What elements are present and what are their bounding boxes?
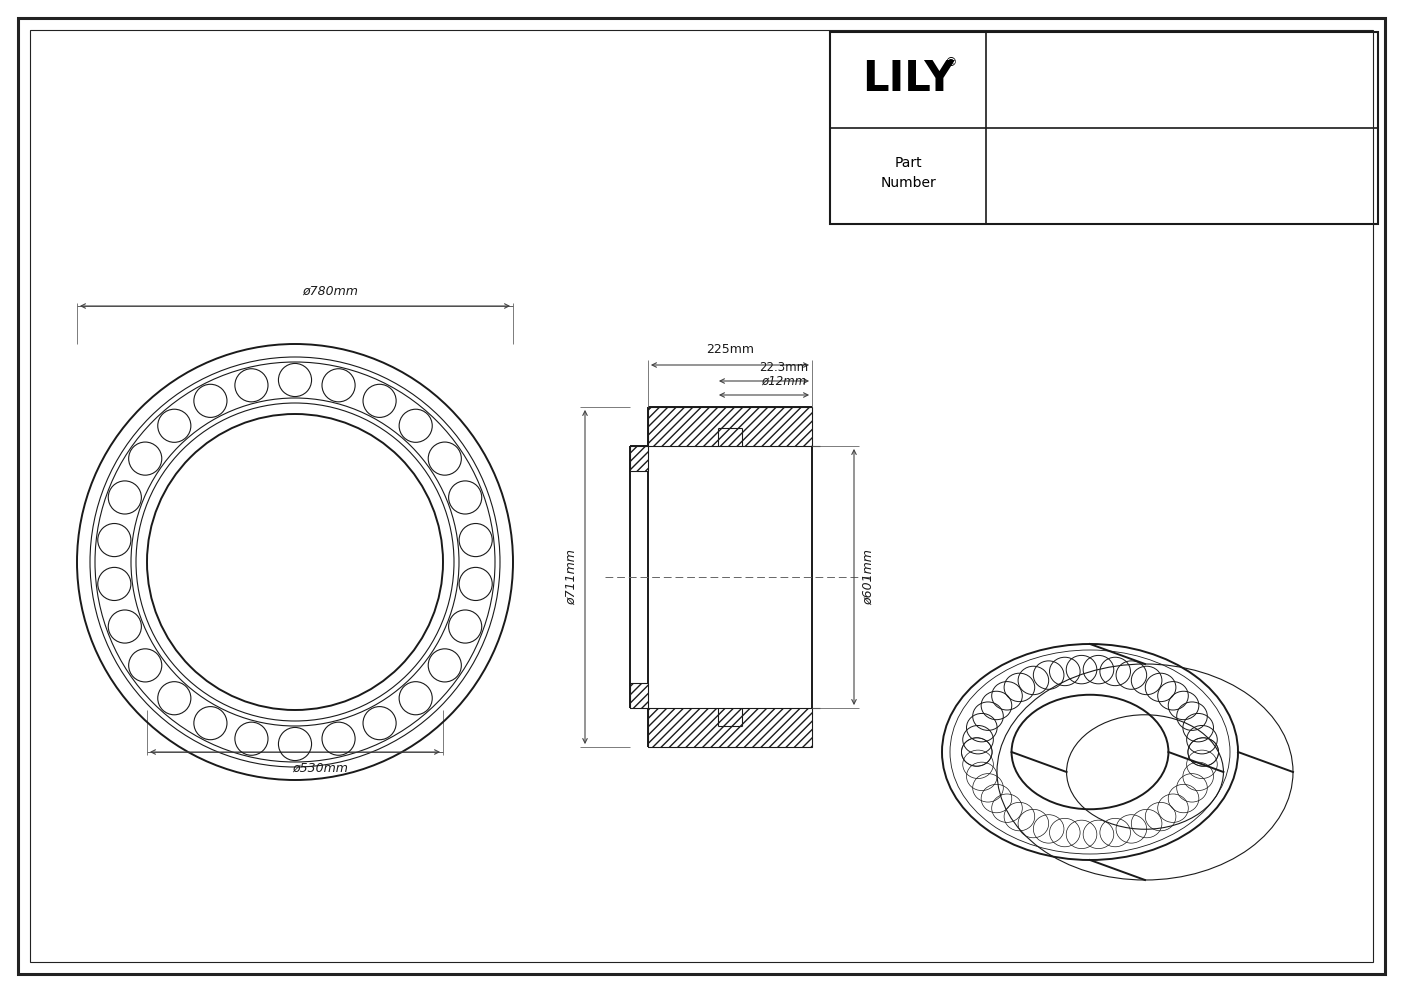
Text: 22.3mm: 22.3mm	[759, 361, 808, 374]
Text: ø12mm: ø12mm	[762, 375, 807, 388]
Text: LILY: LILY	[861, 59, 954, 100]
Text: 225mm: 225mm	[706, 343, 753, 356]
Text: Part
Number: Part Number	[880, 157, 936, 189]
Text: ø711mm: ø711mm	[564, 549, 578, 605]
Bar	[630, 682, 648, 708]
Text: ®: ®	[944, 56, 957, 68]
Text: ø780mm: ø780mm	[302, 285, 358, 298]
Text: ø530mm: ø530mm	[292, 762, 348, 775]
Bar	[831, 32, 1378, 224]
Text: ø601mm: ø601mm	[861, 549, 874, 605]
Bar	[630, 446, 648, 471]
Bar	[648, 708, 812, 747]
Bar	[648, 407, 812, 446]
